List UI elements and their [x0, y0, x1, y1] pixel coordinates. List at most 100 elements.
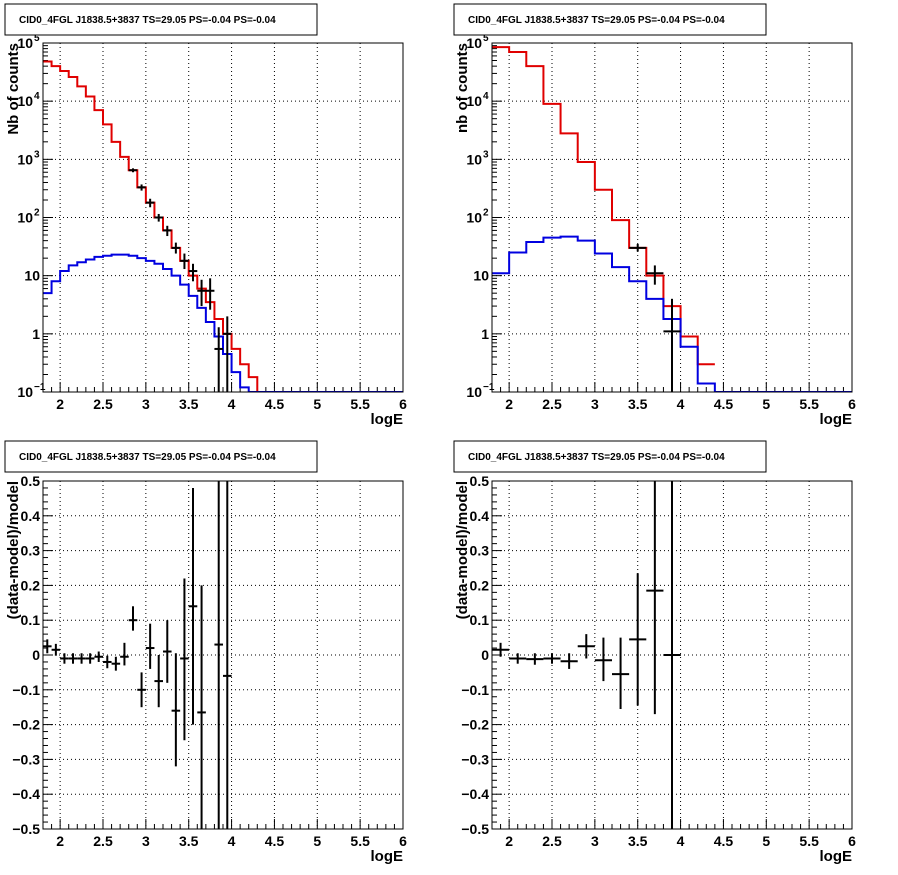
data-point: [663, 298, 681, 392]
data-point: [223, 481, 232, 829]
x-tick-label: 2: [56, 833, 64, 849]
data-point: [492, 642, 510, 657]
data-point: [111, 656, 121, 671]
y-tick-label: 10: [466, 151, 482, 167]
x-tick-label: 4: [228, 833, 236, 849]
y-tick-exponent: −1: [34, 382, 46, 393]
data-point: [145, 198, 155, 208]
data-point: [612, 637, 630, 709]
data-series-group: [492, 481, 681, 829]
x-tick-label: 4: [677, 833, 685, 849]
chart-title: CID0_4FGL J1838.5+3837 TS=29.05 PS=-0.04…: [468, 452, 725, 463]
data-point: [509, 653, 527, 664]
x-tick-label: 3: [142, 396, 150, 412]
data-point: [180, 578, 189, 741]
data-point: [43, 639, 52, 654]
y-tick-label: −0.2: [461, 717, 489, 733]
y-tick-label: 0.4: [21, 508, 41, 524]
data-point: [214, 327, 223, 392]
y-tick-label: 0: [32, 647, 40, 663]
data-point: [171, 653, 181, 767]
y-tick-label: 10: [17, 151, 33, 167]
x-tick-label: 4.5: [265, 396, 285, 412]
data-point: [103, 655, 112, 669]
y-tick-label: 10: [466, 93, 482, 109]
data-point: [543, 653, 561, 664]
y-tick-exponent: 2: [34, 208, 40, 219]
chart-title: CID0_4FGL J1838.5+3837 TS=29.05 PS=-0.04…: [19, 452, 276, 463]
x-tick-label: 5.5: [350, 833, 370, 849]
x-tick-label: 2: [56, 396, 64, 412]
data-point: [197, 585, 206, 829]
title-box: [4, 3, 318, 36]
title-box: [4, 440, 318, 473]
y-tick-label: 10: [17, 384, 33, 400]
data-point: [663, 481, 681, 829]
y-tick-exponent: 2: [483, 208, 489, 219]
x-tick-label: 5: [313, 396, 321, 412]
y-tick-label: 1: [481, 326, 489, 342]
x-tick-label: 5.5: [350, 396, 370, 412]
x-axis-label: logE: [820, 848, 853, 865]
y-tick-label: 0.3: [470, 543, 490, 559]
y-tick-label: 0.5: [470, 473, 490, 489]
data-point: [205, 278, 215, 310]
data-point: [68, 653, 78, 664]
x-tick-label: 6: [848, 833, 856, 849]
x-tick-label: 5.5: [799, 833, 819, 849]
data-point: [51, 643, 61, 656]
title-box: [453, 3, 767, 36]
data-series-group: [43, 481, 232, 829]
data-point: [154, 655, 163, 708]
x-tick-label: 5: [313, 833, 321, 849]
x-tick-label: 6: [399, 396, 407, 412]
y-tick-label: 0.5: [21, 473, 41, 489]
data-point: [594, 637, 612, 682]
x-tick-label: 4: [228, 396, 236, 412]
x-tick-label: 3.5: [628, 833, 648, 849]
title-box: [453, 440, 767, 473]
x-tick-label: 2: [505, 833, 513, 849]
data-point: [188, 487, 198, 725]
y-tick-label: 10: [17, 93, 33, 109]
data-point: [646, 481, 664, 715]
x-tick-label: 5: [762, 833, 770, 849]
data-point: [77, 653, 86, 664]
data-point: [145, 623, 155, 669]
data-point: [180, 253, 189, 270]
data-series-group: [43, 60, 403, 392]
y-axis-label: Nb of counts: [5, 43, 22, 135]
data-point: [629, 244, 647, 252]
y-tick-label: 0: [481, 647, 489, 663]
data-point: [163, 620, 172, 683]
y-tick-label: −0.1: [461, 682, 489, 698]
y-tick-label: −0.4: [461, 786, 489, 802]
data-point: [629, 573, 647, 706]
chart-panel-bottom-left: 2 2.5 3 3.5 4 4.5 5 5.5 6 −0.5 −0.4 −0.3 −0.2 −0.1 0 0.…: [4, 440, 407, 865]
y-tick-label: 10: [466, 384, 482, 400]
y-tick-label: 10: [17, 210, 33, 226]
x-tick-label: 5.5: [799, 396, 819, 412]
x-tick-label: 3: [591, 396, 599, 412]
data-point: [223, 316, 232, 392]
y-tick-label: 0.1: [21, 612, 41, 628]
plot-frame: [491, 42, 853, 393]
data-point: [60, 653, 69, 664]
data-point: [197, 279, 206, 307]
plot-frame: [491, 480, 853, 830]
x-tick-label: 3.5: [179, 396, 199, 412]
x-tick-label: 4.5: [714, 833, 734, 849]
y-tick-label: 0.1: [470, 612, 490, 628]
data-point: [94, 651, 103, 662]
x-axis-label: logE: [371, 848, 404, 865]
x-tick-label: 3: [591, 833, 599, 849]
y-axis-label: (data-model)/model: [5, 481, 22, 619]
y-tick-label: −0.5: [12, 821, 40, 837]
data-point: [137, 184, 146, 191]
y-tick-label: 10: [17, 35, 33, 51]
data-point: [163, 225, 172, 237]
y-axis-label: nb of counts: [454, 43, 471, 133]
y-tick-label: −0.3: [461, 751, 489, 767]
x-tick-label: 6: [848, 396, 856, 412]
